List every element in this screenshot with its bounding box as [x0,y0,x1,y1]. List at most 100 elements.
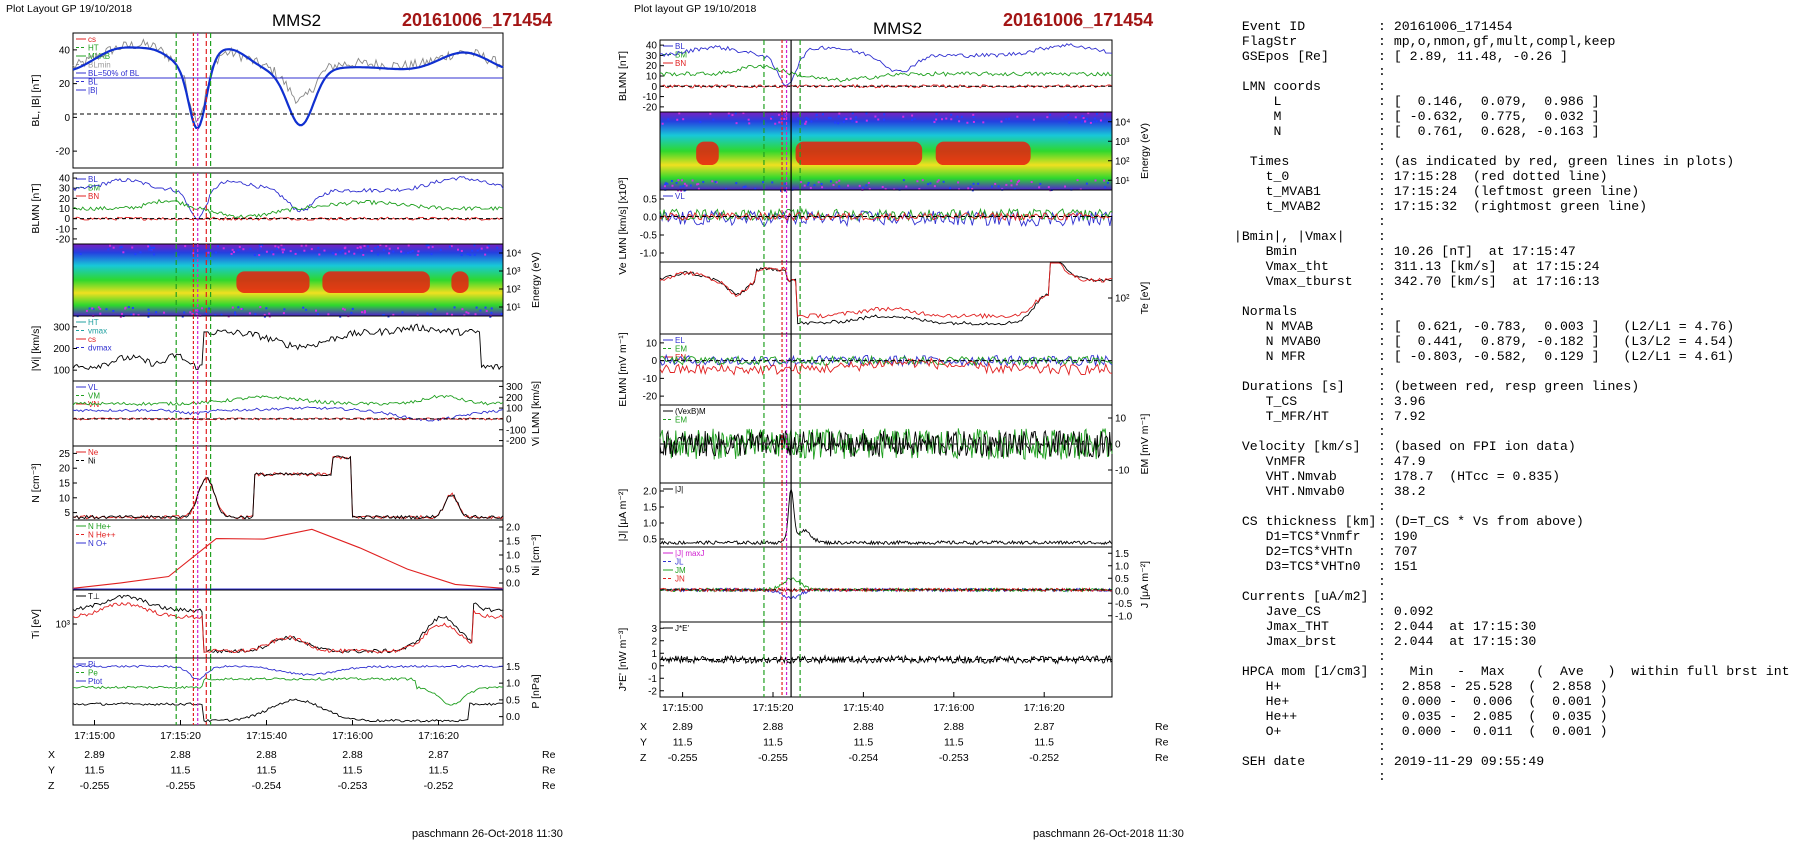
spectrogram-speckle [99,307,102,310]
spectrogram-speckle [274,245,277,248]
spectrogram-speckle [132,313,135,316]
spectrogram-speckle [366,245,369,248]
info-row: : [1226,139,1800,154]
y-tick-label-left: 0 [64,113,70,124]
y-tick-label-left: 10 [646,338,658,349]
x-tick-label: 17:15:40 [246,730,287,742]
y-tick-label-right: 10⁴ [1115,117,1130,128]
spectrogram-speckle [884,188,887,191]
info-row: GSEpos [Re]: [ 2.89, 11.48, -0.26 ] [1226,49,1800,64]
spectrogram-speckle [1016,115,1019,118]
spectrogram-speckle [827,116,830,119]
spectrogram-speckle [771,181,774,184]
spectrogram-speckle [222,247,225,250]
spectrogram-speckle [323,249,326,252]
info-row: L: [ 0.146, 0.079, 0.986 ] [1226,94,1800,109]
spectrogram-speckle [479,248,482,251]
spectrogram-speckle [1067,114,1070,117]
spectrogram-speckle [253,254,256,257]
spectrogram-speckle [714,180,717,183]
legend-label: BL [88,78,98,87]
spectrogram-speckle [79,253,82,256]
info-key: D1=TCS*Vnmfr [1226,529,1361,544]
spectrogram-speckle [107,248,110,251]
spectrogram-speckle [374,247,377,250]
y-axis-label: BLMN [nT] [30,183,42,233]
spectrogram-speckle [942,180,945,183]
spectrogram-speckle [926,183,929,186]
info-row: VHT.Nmvab: 178.7 (HTcc = 0.835) [1226,469,1800,484]
spectrogram-speckle [697,187,700,190]
spectrogram-speckle [92,308,95,311]
y-tick-label-right: 10¹ [506,303,521,314]
spectrogram-speckle [1016,180,1019,183]
spectrogram-speckle [1008,117,1011,120]
spectrogram-speckle [1081,120,1084,123]
y-tick-label-left: 40 [59,174,71,185]
spectrogram-speckle [969,185,972,188]
spectrogram-speckle [434,308,437,311]
spectrogram-speckle [829,180,832,183]
ephem-value: -0.253 [338,780,368,792]
spectrogram-speckle [451,313,454,316]
spectrogram-speckle [339,315,342,318]
legend-label: |J| [675,485,683,494]
spectrogram-speckle [332,252,335,255]
spectrogram-speckle [813,184,816,187]
y-axis-label: J [μA m⁻²] [1139,561,1151,608]
panel-frame [659,482,1113,548]
spectrogram-speckle [883,113,886,116]
info-value: : 7.92 [1378,409,1426,424]
spectrogram-speckle [259,306,262,309]
spectrogram-speckle [490,307,493,310]
y-tick-label-right: 2.0 [506,523,520,534]
info-key: HPCA mom [1/cm3] [1226,664,1369,679]
ephem-unit: Re [1155,752,1169,764]
spectrogram-speckle [344,252,347,255]
spectrogram-speckle [484,306,487,309]
spectrogram-speckle [361,311,364,314]
spectrogram-speckle [105,308,108,311]
panel-te: 10² Te [eV] [659,261,1151,335]
spectrogram-speckle [843,117,846,120]
info-value: : Min - Max ( Ave ) within full brst int [1378,664,1790,679]
spectrogram-speckle [1094,179,1097,182]
info-value: : [1378,79,1386,94]
info-value: : 0.035 - 2.085 ( 0.035 ) [1378,709,1608,724]
legend-label: EM [675,345,687,354]
spectrogram-speckle [119,315,122,318]
info-value: : 311.13 [km/s] at 17:15:24 [1378,259,1600,274]
ephem-label: Z [640,752,647,764]
info-value: : 190 [1378,529,1418,544]
ephem-value: -0.253 [939,752,969,764]
info-key: H+ [1226,679,1282,694]
spectrogram-speckle [997,185,1000,188]
info-key: VHT.Nmvab [1226,469,1337,484]
info-row: : [1226,769,1800,784]
spectrogram-speckle [112,309,115,312]
y-tick-label-left: 30 [59,184,71,195]
spectrogram-speckle [265,307,268,310]
spectrogram-speckle [310,248,313,251]
info-row: Currents [uA/m2]: [1226,589,1800,604]
info-key: T_MFR/HT [1226,409,1329,424]
spectrogram-speckle [416,253,419,256]
series-line-tperp [72,594,504,654]
spectrogram-speckle [854,116,857,119]
y-axis-label: Ve LMN [km/s] [x10³] [617,177,629,275]
spectrogram-speckle [1109,119,1112,122]
info-key: N MFR [1226,349,1306,364]
ephem-value: -0.252 [1029,752,1059,764]
spectrogram-speckle [882,118,885,121]
spectrogram-speckle [1061,117,1064,120]
spectrogram-speckle [661,122,664,125]
spectrogram-speckle [139,251,142,254]
ephem-unit: Re [1155,721,1169,733]
spectrogram-speckle [1030,181,1033,184]
series-line-vl [72,406,504,422]
y-tick-label-right: -100 [506,425,526,436]
spectrogram-hot-region [451,271,469,293]
series-line-bmag [72,38,504,124]
spectrogram-speckle [689,184,692,187]
spectrogram-speckle [1076,179,1079,182]
